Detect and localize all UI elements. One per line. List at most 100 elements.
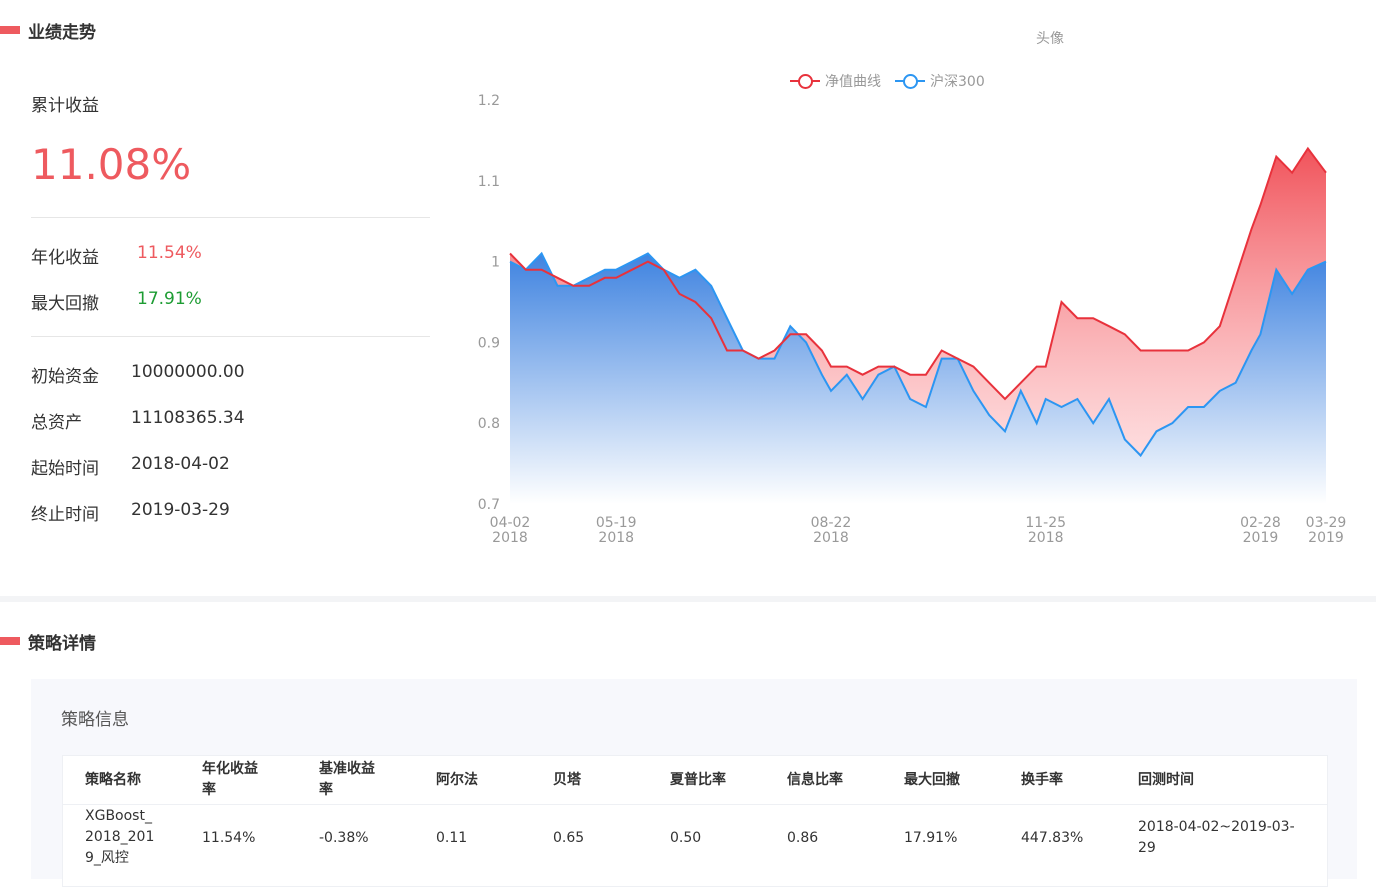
x-tick-year-label: 2019: [1308, 530, 1344, 546]
table-header-text: 率: [319, 782, 333, 798]
details-section-title: 策略详情: [0, 629, 96, 654]
table-row-cell: 0.50: [670, 828, 701, 849]
table-cell-text: XGBoost_: [85, 808, 152, 824]
table-header-text: 回测时间: [1138, 772, 1194, 788]
hs300-area: [510, 253, 1326, 504]
x-tick-year-label: 2018: [598, 530, 634, 546]
table-cell-text: 447.83%: [1021, 830, 1084, 846]
start-time-value: 2018-04-02: [131, 454, 230, 474]
end-time-value: 2019-03-29: [131, 500, 230, 520]
table-header-cell: 回测时间: [1138, 770, 1194, 791]
annual-return-value: 11.54%: [137, 243, 202, 263]
table-cell-text: 17.91%: [904, 830, 958, 846]
legend-hs300-dot: [903, 74, 918, 89]
avatar-placeholder[interactable]: 头像: [1036, 31, 1064, 47]
table-header-cell: 换手率: [1021, 770, 1063, 791]
metrics-divider: [31, 336, 430, 337]
table-cell-text: 11.54%: [202, 830, 256, 846]
y-tick-label: 0.9: [478, 335, 500, 351]
x-tick-label: 05-19: [596, 515, 637, 531]
table-cell-text: 0.11: [436, 830, 468, 846]
x-axis: 04-02201805-19201808-22201811-25201802-2…: [490, 515, 1347, 546]
legend-net-value-icon: [790, 74, 820, 89]
table-header-text: 阿尔法: [436, 772, 478, 788]
table-header-divider: [63, 804, 1327, 805]
initial-capital-value: 10000000.00: [131, 362, 245, 382]
table-cell-text: -0.38%: [319, 830, 369, 846]
y-axis: 1.2 1.1 1 0.9 0.8 0.7: [478, 93, 500, 513]
table-header-text: 年化收益: [202, 761, 258, 777]
max-drawdown-value: 17.91%: [137, 289, 202, 309]
strategy-table: 策略名称 年化收益率基准收益率阿尔法 贝塔 夏普比率 信息比率 最大回撤 换手率 回测时间 XG…: [62, 755, 1328, 887]
series-layer: [509, 146, 1327, 504]
table-row-cell: 0.65: [553, 828, 584, 849]
table-cell-text: 29: [1138, 840, 1156, 856]
table-cell-text: 0.86: [787, 830, 819, 846]
strategy-info-title: 策略信息: [61, 710, 129, 730]
legend-item-hs300[interactable]: 沪深300: [895, 71, 985, 91]
legend-net-value-label: 净值曲线: [825, 74, 881, 90]
y-tick-label: 1: [491, 255, 500, 271]
table-row-cell: 447.83%: [1021, 828, 1083, 849]
table-cell-text: 2018_201: [85, 829, 155, 845]
performance-section: 业绩走势 累计收益 11.08% 年化收益 11.54% 最大回撤 17.91%…: [0, 18, 1360, 560]
table-header-cell: 夏普比率: [670, 770, 726, 791]
table-row-cell: 17.91%: [904, 828, 957, 849]
table-row-cell: 0.86: [787, 828, 818, 849]
strategy-info-panel: 策略信息 策略名称 年化收益率基准收益率阿尔法 贝塔 夏普比率 信息比率 最大回撤 换手率回…: [31, 679, 1357, 887]
table-header-text: 换手率: [1021, 772, 1063, 788]
performance-chart[interactable]: 1.21.110.90.80.7 04-02201805-19201808-22…: [470, 60, 1360, 560]
table-row-cell: 0.11: [436, 828, 467, 849]
x-tick-label: 04-02: [490, 515, 531, 531]
legend-hs300-label: 沪深300: [930, 74, 985, 90]
x-tick-year-label: 2018: [813, 530, 849, 546]
x-tick-label: 08-22: [811, 515, 852, 531]
table-header-text: 率: [202, 782, 216, 798]
table-row-cell: 11.54%: [202, 828, 255, 849]
table-cell-text: 0.65: [553, 830, 585, 846]
table-header-text: 贝塔: [553, 772, 581, 788]
table-cell-text: 0.50: [670, 830, 702, 846]
legend-item-net-value[interactable]: 净值曲线: [790, 71, 881, 91]
legend-net-value-dot: [798, 74, 813, 89]
table-header-text: 信息比率: [787, 772, 843, 788]
x-tick-year-label: 2019: [1243, 530, 1279, 546]
annual-return-label: 年化收益: [31, 248, 99, 268]
performance-section-title: 业绩走势: [0, 18, 96, 43]
details-accent-bar: [0, 637, 20, 645]
title-accent-bar: [0, 26, 20, 34]
legend-hs300-icon: [895, 74, 925, 89]
table-header-text: 最大回撤: [904, 772, 960, 788]
table-row-cell: 2018-04-02~2019-03- 29: [1138, 817, 1295, 859]
summary-divider: [31, 217, 430, 218]
hs300-line: [509, 251, 1327, 458]
y-tick-label: 0.8: [478, 416, 500, 432]
table-row-cell: -0.38%: [319, 828, 369, 849]
net-value-line: [509, 146, 1327, 401]
performance-title-text: 业绩走势: [28, 22, 96, 43]
total-assets-value: 11108365.34: [131, 408, 245, 428]
table-header-cell: 阿尔法: [436, 770, 478, 791]
cumulative-return-value: 11.08%: [31, 140, 192, 189]
table-cell-text: 2018-04-02~2019-03-: [1138, 819, 1295, 835]
y-tick-label: 0.7: [478, 497, 500, 513]
end-time-label: 终止时间: [31, 505, 99, 525]
table-row-cell: XGBoost_ 2018_201 9_风控: [85, 806, 154, 869]
x-tick-label: 02-28: [1240, 515, 1281, 531]
table-cell-text: 9_风控: [85, 850, 129, 866]
x-tick-label: 03-29: [1306, 515, 1347, 531]
table-header-cell: 最大回撤: [904, 770, 960, 791]
section-separator: [0, 596, 1376, 602]
start-time-label: 起始时间: [31, 459, 99, 479]
table-header-text: 基准收益: [319, 761, 375, 777]
table-header-cell: 基准收益率: [319, 759, 375, 801]
max-drawdown-label: 最大回撤: [31, 294, 99, 314]
total-assets-label: 总资产: [31, 413, 82, 433]
table-header-text: 策略名称: [85, 772, 141, 788]
table-header-cell: 信息比率: [787, 770, 843, 791]
y-tick-label: 1.2: [478, 93, 500, 109]
y-tick-label: 1.1: [478, 174, 500, 190]
table-header-text: 夏普比率: [670, 772, 726, 788]
table-header-cell: 贝塔: [553, 770, 581, 791]
table-header-cell: 年化收益率: [202, 759, 258, 801]
